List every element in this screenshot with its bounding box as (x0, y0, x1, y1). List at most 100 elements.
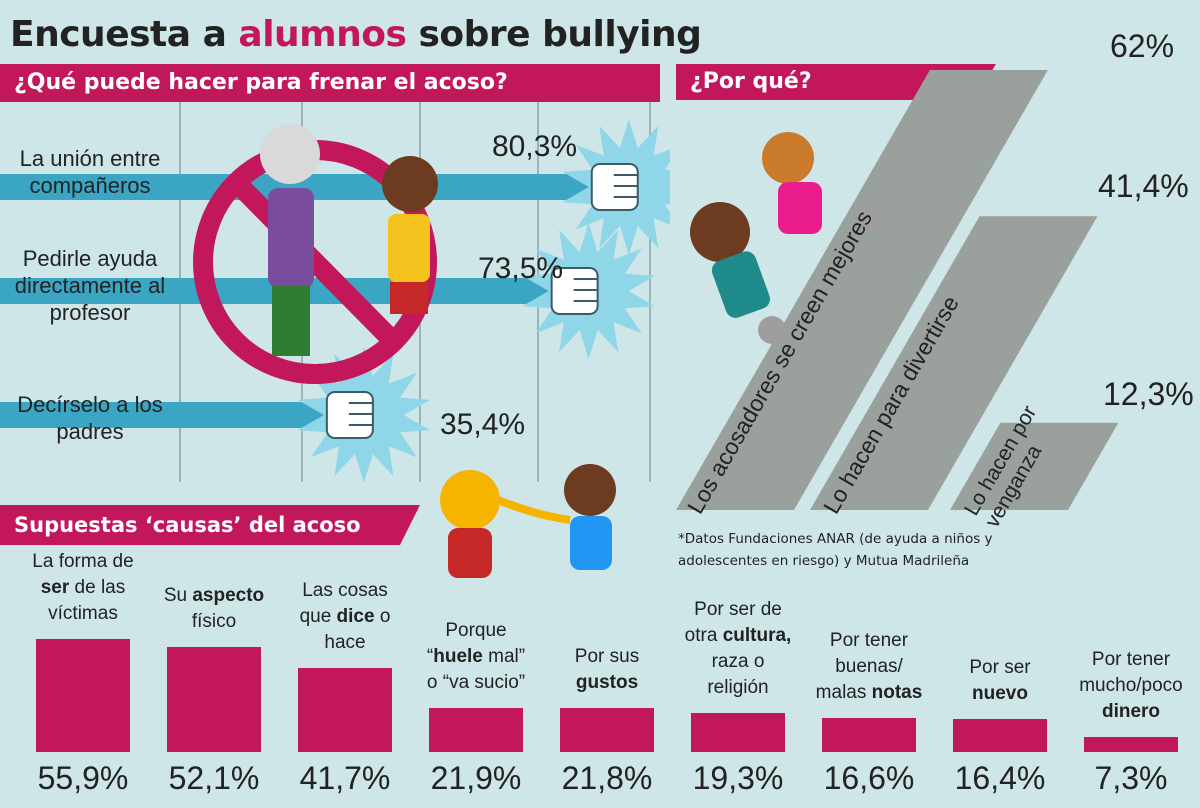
porque-value-label: 62% (1110, 28, 1175, 64)
causa-label-line: que dice o (283, 604, 407, 630)
girl-head-icon (440, 470, 500, 530)
causa-label-line: Porque (414, 618, 538, 644)
freno-value-label: 80,3% (492, 130, 578, 163)
freno-row-band (0, 278, 180, 304)
causa-label-line: Las cosas (283, 578, 407, 604)
grandparent-head-icon (260, 124, 320, 184)
causa-label-text: Por sus (574, 645, 640, 667)
causa-label: Por ser de otra cultura, raza o religión (676, 597, 800, 701)
causa-label-line: Por tener (807, 628, 931, 654)
causa-label: La forma de ser de las víctimas (21, 549, 145, 627)
causa-label-line: Por tener (1069, 647, 1193, 673)
causa-label-text: malas (815, 682, 872, 704)
causa-bar (560, 707, 654, 752)
causa-label: Por sus gustos (545, 644, 669, 696)
causa-label-text: Porque (445, 619, 507, 641)
causa-label-text: buenas/ (835, 656, 903, 678)
freno-row-label: Pedirle ayuda directamente al profesor (2, 245, 178, 326)
kid-left-body (711, 251, 770, 318)
kid-left-head-icon (690, 202, 750, 262)
porque-bar (810, 216, 1098, 510)
causa-label-line: dinero (1069, 699, 1193, 725)
causa-label-text: La forma de (32, 551, 134, 572)
boy-body (570, 516, 612, 570)
freno-label-line: profesor (49, 300, 131, 325)
causa-label-line: hace (283, 630, 407, 656)
child-shorts (390, 282, 428, 314)
causa-value-label: 21,8% (561, 760, 653, 796)
causa-label-line: religión (676, 675, 800, 701)
freno-label-line: Pedirle ayuda (22, 246, 158, 271)
causa-label-line: raza o (676, 649, 800, 675)
causa-bar (429, 707, 523, 752)
causa-bar (1084, 737, 1178, 752)
causa-label-text: Las cosas (302, 579, 388, 601)
causa-bar (36, 639, 130, 752)
footnote: *Datos Fundaciones ANAR (de ayuda a niño… (678, 531, 993, 569)
causas-heading: Supuestas ‘causas’ del acoso (14, 513, 361, 537)
causa-label-line: malas notas (807, 680, 931, 706)
freno-bar (180, 278, 574, 304)
causa-label-text: mal” (482, 645, 526, 667)
title-accent: alumnos (238, 14, 407, 55)
kid-right-head-icon (762, 132, 814, 184)
causa-label-line: víctimas (21, 601, 145, 627)
causa-label-text: otra (684, 624, 723, 646)
freno-label-line: padres (56, 419, 124, 444)
freno-value-label: 73,5% (478, 252, 564, 285)
causa-bar (298, 667, 392, 752)
causa-label-bold: notas (871, 682, 923, 704)
porque-banner-shape (676, 64, 996, 100)
causa-label-bold: ser (40, 577, 70, 598)
freno-heading: ¿Qué puede hacer para frenar el acoso? (14, 70, 508, 95)
grandparent-legs (272, 286, 310, 356)
causa-label-text: o “va sucio” (426, 671, 526, 693)
causa-label-text: físico (191, 610, 237, 632)
causa-bar (822, 718, 916, 752)
causas-banner-shape (0, 505, 420, 545)
grandparent-body (268, 188, 314, 288)
freno-chart (0, 102, 670, 482)
child-body (388, 214, 430, 282)
causa-value-label: 21,9% (430, 760, 522, 796)
causa-label-text: víctimas (48, 603, 118, 624)
causa-label-line: Por ser (938, 655, 1062, 681)
causa-label-text: Su (163, 584, 193, 606)
prohibition-slash (228, 174, 402, 350)
freno-label-line: directamente al (14, 273, 166, 298)
causa-value-label: 7,3% (1094, 760, 1168, 796)
causa-label-text: Por ser de (694, 598, 782, 620)
dust-cloud-icon (856, 204, 884, 232)
braid-shape (496, 496, 571, 524)
causa-label-text: Por tener (1091, 649, 1171, 671)
freno-row-label: Decírselo a los padres (2, 391, 178, 445)
porque-heading-banner (676, 64, 996, 100)
child-head-icon (382, 156, 438, 212)
causa-label-text: raza o (711, 650, 765, 672)
causa-value-label: 41,7% (299, 760, 391, 796)
title-part: sobre bullying (406, 14, 702, 55)
porque-bar (950, 422, 1119, 510)
freno-row-band (0, 174, 180, 200)
causa-label-line: nuevo (938, 681, 1062, 707)
causa-value-label: 16,4% (954, 760, 1046, 796)
freno-row-band (0, 402, 180, 428)
causa-label-bold: dice (336, 605, 375, 627)
causa-label-bold: aspecto (192, 584, 265, 606)
freno-label-line: La unión entre (19, 146, 161, 171)
causa-value-label: 55,9% (37, 760, 129, 796)
causa-label: Su aspecto físico (152, 583, 276, 635)
causas-heading-banner (0, 505, 420, 545)
causa-label-line: o “va sucio” (414, 670, 538, 696)
causa-bar (953, 718, 1047, 752)
causa-value-label: 19,3% (692, 760, 784, 796)
causa-label-line: Por sus (545, 644, 669, 670)
causa-label-text: Por tener (829, 630, 909, 652)
causa-label: Por tener buenas/malas notas (807, 628, 931, 706)
causa-label: Las cosas que dice o hace (283, 578, 407, 656)
causa-label: Porque “huele mal” o “va sucio” (414, 618, 538, 696)
causa-label-bold: huele (433, 645, 483, 667)
porque-heading: ¿Por qué? (690, 69, 812, 94)
causa-value-label: 52,1% (168, 760, 260, 796)
